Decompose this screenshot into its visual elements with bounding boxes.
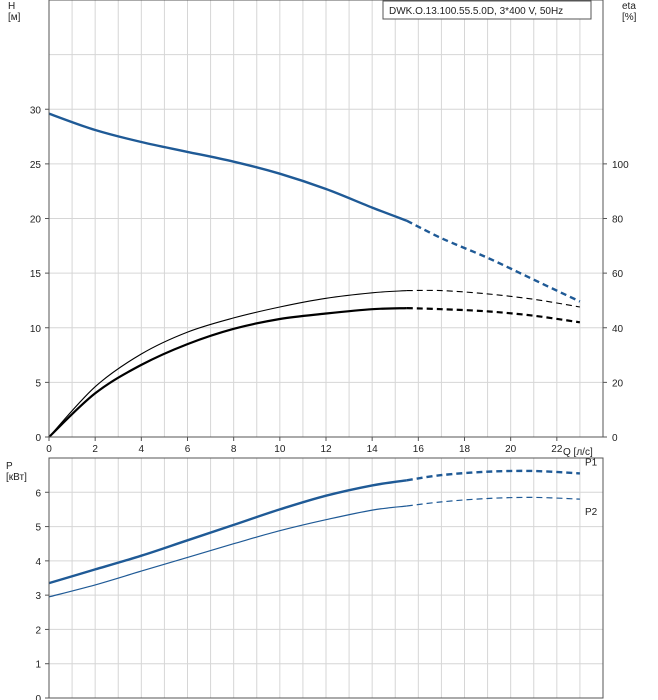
y2-tick-label: 100 xyxy=(612,160,629,171)
top-plot-frame xyxy=(48,0,604,438)
bottom-plot-frame xyxy=(48,457,604,699)
y2-tick-label: 40 xyxy=(612,324,624,335)
top-grid xyxy=(49,0,603,437)
y2-tick-label: 60 xyxy=(612,269,624,280)
series-line-top-1-dashed xyxy=(406,307,581,324)
y-tick-label: 10 xyxy=(30,324,42,335)
series-line-top-2-dashed xyxy=(406,289,580,308)
y-tick-label: 25 xyxy=(30,160,42,171)
x-tick-label: 18 xyxy=(459,444,471,455)
series-line-top-0 xyxy=(48,112,408,222)
series-line-p2-dashed xyxy=(406,496,580,507)
x-tick-label: 6 xyxy=(185,444,191,455)
series-line-p1 xyxy=(48,479,407,585)
series-label-p1: P1 xyxy=(585,457,598,468)
series-line-top-2 xyxy=(48,290,407,438)
series-line-top-1 xyxy=(48,307,407,438)
y-tick-label: 6 xyxy=(35,488,41,499)
bottom-ticks: 0 1 2 3 4 5 6 xyxy=(35,488,49,700)
series-line-p2 xyxy=(48,505,407,598)
y-tick-label: 5 xyxy=(35,378,41,389)
y-tick-label: 0 xyxy=(35,694,41,700)
chart-title: DWK.O.13.100.55.5.0D, 3*400 V, 50Hz xyxy=(389,6,563,17)
top-ticks: 0 2 4 6 8 10 12 14 16 18 20 22 0 5 10 15 20 25 30 0 20 40 60 80… xyxy=(30,105,629,455)
y-tick-label: 15 xyxy=(30,269,42,280)
y-tick-label: 1 xyxy=(35,660,41,671)
x-tick-label: 14 xyxy=(367,444,379,455)
x-tick-label: 16 xyxy=(413,444,425,455)
y-tick-label: 3 xyxy=(35,591,41,602)
power-panel: P1 P2 0 1 2 3 4 5 6 P [кВт] xyxy=(6,457,604,700)
y-axis-label-power: P [кВт] xyxy=(6,461,27,483)
x-tick-label: 12 xyxy=(320,444,332,455)
bottom-series: P1 P2 xyxy=(48,457,598,598)
y-tick-label: 20 xyxy=(30,215,42,226)
x-tick-label: 0 xyxy=(46,444,52,455)
x-tick-label: 2 xyxy=(92,444,98,455)
series-line-p1-dashed xyxy=(406,469,580,482)
head-efficiency-panel: 0 2 4 6 8 10 12 14 16 18 20 22 0 5 10 15 20 25 30 0 20 40 60 80… xyxy=(8,0,637,458)
y-tick-label: 0 xyxy=(35,433,41,444)
bottom-grid xyxy=(49,458,603,698)
y2-tick-label: 0 xyxy=(612,433,618,444)
x-tick-label: 8 xyxy=(231,444,237,455)
x-tick-label: 20 xyxy=(505,444,517,455)
y2-tick-label: 80 xyxy=(612,215,624,226)
y-tick-label: 2 xyxy=(35,625,41,636)
y2-axis-label-eta: eta [%] xyxy=(622,1,637,23)
y2-tick-label: 20 xyxy=(612,378,624,389)
x-tick-label: 4 xyxy=(139,444,145,455)
x-axis-label: Q [л/с] xyxy=(563,447,593,458)
y-tick-label: 5 xyxy=(35,523,41,534)
title-box xyxy=(382,0,592,20)
x-tick-label: 22 xyxy=(551,444,563,455)
series-line-top-0-dashed xyxy=(406,219,581,303)
series-label-p2: P2 xyxy=(585,507,598,518)
x-tick-label: 10 xyxy=(274,444,286,455)
y-tick-label: 4 xyxy=(35,557,41,568)
y-axis-label-head: H [м] xyxy=(8,1,21,23)
y-tick-label: 30 xyxy=(30,105,42,116)
top-series xyxy=(48,112,581,438)
